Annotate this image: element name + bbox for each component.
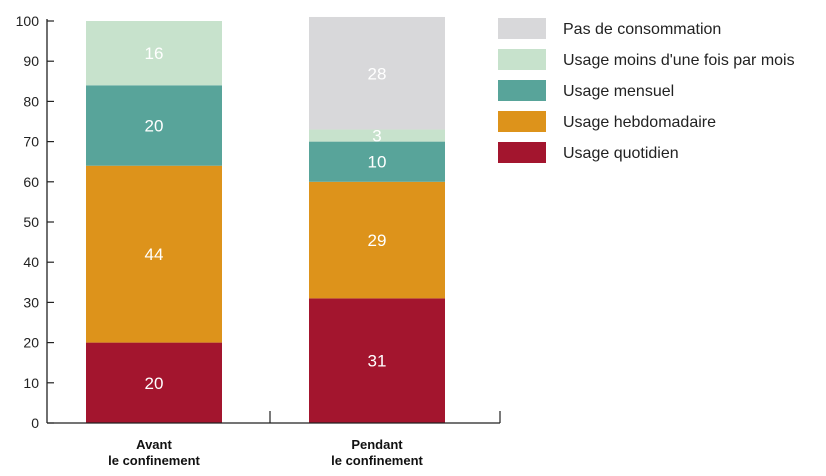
legend-swatch [498, 49, 546, 70]
legend-label: Pas de consommation [563, 21, 721, 38]
y-tick-label: 90 [23, 53, 39, 69]
bar-value-label: 31 [368, 352, 387, 371]
y-tick-label: 20 [23, 335, 39, 351]
y-tick-label: 10 [23, 375, 39, 391]
legend-swatch [498, 80, 546, 101]
bars-layer: 20 44 20 16 31 29 10 3 28 [86, 16, 445, 423]
bar-value-label: 28 [368, 64, 387, 83]
bar-segment [309, 16, 445, 130]
bar-value-label: 44 [145, 245, 164, 264]
bar-value-label: 10 [368, 153, 387, 172]
legend-swatch [498, 142, 546, 163]
y-tick-label: 60 [23, 174, 39, 190]
bar-segment [309, 129, 445, 142]
bar-segment [309, 181, 445, 299]
bar-value-label: 16 [145, 44, 164, 63]
x-category-label: le confinement [108, 453, 200, 468]
y-tick-label: 0 [31, 415, 39, 431]
y-tick-label: 100 [16, 13, 40, 29]
y-tick-label: 50 [23, 214, 39, 230]
x-category-label: Avant [136, 437, 172, 452]
y-tick-label: 70 [23, 134, 39, 150]
bar-value-label: 20 [145, 117, 164, 136]
bar-value-label: 3 [372, 127, 381, 146]
legend-label: Usage mensuel [563, 83, 674, 100]
bar-value-label: 20 [145, 374, 164, 393]
bar-segment [309, 298, 445, 423]
x-category-label: Pendant [351, 437, 403, 452]
bar-value-label: 29 [368, 231, 387, 250]
bar-segment [86, 85, 222, 166]
y-tick-label: 40 [23, 254, 39, 270]
legend: Pas de consommation Usage moins d'une foi… [498, 18, 795, 163]
x-category-label: le confinement [331, 453, 423, 468]
legend-swatch [498, 18, 546, 39]
legend-label: Usage moins d'une fois par mois [563, 52, 795, 69]
bar-segment [86, 342, 222, 423]
y-tick-label: 30 [23, 294, 39, 310]
legend-swatch [498, 111, 546, 132]
legend-label: Usage hebdomadaire [563, 114, 716, 131]
y-tick-label: 80 [23, 93, 39, 109]
bar-segment [309, 141, 445, 182]
legend-label: Usage quotidien [563, 145, 679, 162]
bar-segment [86, 21, 222, 86]
bar-segment [86, 165, 222, 343]
